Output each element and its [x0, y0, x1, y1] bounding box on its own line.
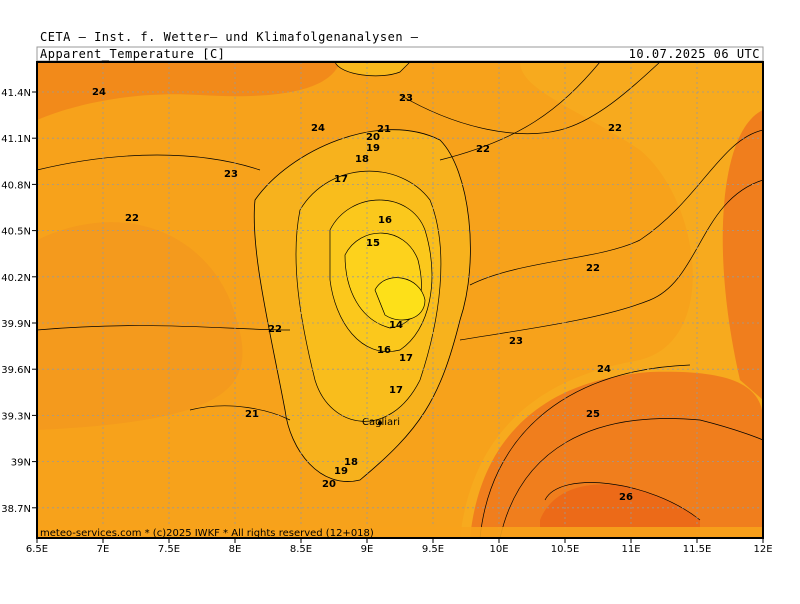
footer-bar	[38, 527, 762, 537]
contour-label: 21	[245, 409, 259, 420]
contour-label: 22	[125, 213, 139, 224]
lat-label: 40.5N	[1, 227, 31, 238]
contour-label: 23	[509, 336, 523, 347]
lon-label: 9E	[361, 544, 374, 555]
lon-label: 12E	[753, 544, 772, 555]
contour-label: 18	[344, 457, 358, 468]
contour-label: 22	[586, 263, 600, 274]
contour-14	[374, 277, 426, 321]
lat-label: 40.2N	[1, 273, 31, 284]
lon-label: 9.5E	[422, 544, 444, 555]
contour-label: 16	[377, 345, 391, 356]
contour-lines	[37, 62, 763, 538]
contour-label: 20	[322, 479, 336, 490]
lon-label: 7.5E	[158, 544, 180, 555]
contour-label: 19	[366, 143, 380, 154]
lon-label: 11E	[621, 544, 640, 555]
contour-label: 26	[619, 492, 633, 503]
contour-label: 25	[586, 409, 600, 420]
city-label: Cagliari	[362, 417, 400, 428]
corsica	[334, 62, 411, 77]
contour-label: 14	[389, 320, 403, 331]
variable-label: Apparent_Temperature [C]	[40, 47, 225, 61]
valid-time: 10.07.2025 06 UTC	[629, 47, 760, 61]
footer-credit: meteo-services.com * (c)2025 IWKF * All …	[40, 528, 374, 539]
lat-label: 40.8N	[1, 180, 31, 191]
contour-label: 24	[92, 87, 106, 98]
contour-label: 19	[334, 466, 348, 477]
field-warm	[470, 371, 763, 538]
contour-label: 21	[377, 124, 391, 135]
lat-label: 39.9N	[1, 319, 31, 330]
lon-label: 7E	[97, 544, 110, 555]
contour-label: 24	[311, 123, 325, 134]
graticule	[37, 62, 763, 538]
lon-label: 11.5E	[683, 544, 712, 555]
lat-label: 38.7N	[1, 504, 31, 515]
contour-label: 22	[268, 324, 282, 335]
map-frame	[36, 61, 764, 539]
contour-label: 23	[399, 93, 413, 104]
contour-label: 23	[224, 169, 238, 180]
lon-label: 10.5E	[551, 544, 580, 555]
contour-label: 20	[366, 132, 380, 143]
lon-label: 8E	[229, 544, 242, 555]
lat-label: 41.4N	[1, 88, 31, 99]
field-warm	[37, 222, 243, 430]
contour-label: 15	[366, 238, 380, 249]
contour-label: 22	[608, 123, 622, 134]
lon-label: 6.5E	[26, 544, 48, 555]
field-warm	[722, 110, 763, 400]
lat-label: 39.3N	[1, 411, 31, 422]
header-title: CETA — Inst. f. Wetter— und Klimafolgena…	[40, 30, 419, 44]
lon-label: 8.5E	[290, 544, 312, 555]
contour-label: 16	[378, 215, 392, 226]
contour-label: 17	[399, 353, 413, 364]
lat-label: 39N	[11, 458, 31, 469]
contour-label: 22	[476, 144, 490, 155]
field-hot	[540, 484, 700, 538]
lat-label: 41.1N	[1, 134, 31, 145]
lon-label: 10E	[489, 544, 508, 555]
contour-label: 18	[355, 154, 369, 165]
contour-label: 24	[597, 364, 611, 375]
city-marker	[378, 421, 382, 425]
contour-label: 17	[389, 385, 403, 396]
field-warm	[37, 62, 340, 120]
axes: 6.5E 7E 7.5E 8E 8.5E 9E 9.5E 10E 10.5E 11E 11.5E 12…	[1, 88, 772, 555]
contour-label: 17	[334, 174, 348, 185]
lat-label: 39.6N	[1, 365, 31, 376]
